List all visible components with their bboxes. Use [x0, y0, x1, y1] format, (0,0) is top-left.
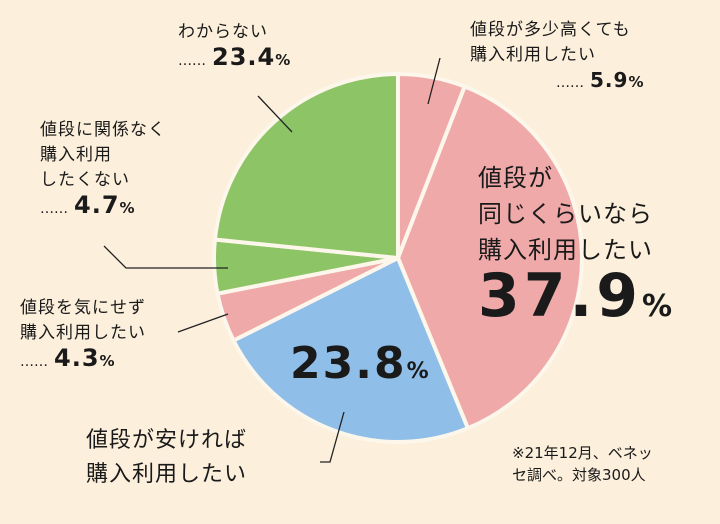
- value-s2: 23.8: [290, 338, 407, 389]
- label-s2-line1: 値段が安ければ: [86, 428, 248, 453]
- unit: %: [119, 199, 136, 217]
- leader-line-s0: [427, 57, 441, 105]
- value-s1: 37.9: [478, 261, 643, 331]
- label-s0: 値段が多少高くても 購入利用したい …… 5.9%: [470, 18, 644, 96]
- value-s3: 4.3: [54, 344, 100, 372]
- unit: %: [275, 51, 292, 69]
- leader-line-s4: [103, 245, 228, 269]
- label-s0-line1: 値段が多少高くても: [470, 20, 631, 40]
- pie-slice-5: [212, 72, 400, 260]
- value-s5: 23.4: [212, 43, 276, 71]
- unit: %: [642, 289, 674, 324]
- label-s4-line1: 値段に関係なく: [40, 120, 166, 140]
- unit: %: [628, 73, 645, 91]
- label-s5-text: わからない: [178, 22, 268, 42]
- unit: %: [99, 352, 116, 370]
- leader-line-s5: [257, 95, 293, 133]
- value-s4: 4.7: [74, 191, 120, 219]
- source-note: ※21年12月、ベネッ セ調べ。対象300人: [512, 442, 653, 486]
- value-s0: 5.9: [590, 68, 629, 92]
- leader-line-s2: [320, 411, 345, 463]
- note-line1: ※21年12月、ベネッ: [512, 444, 653, 462]
- label-s4-line2: 購入利用: [40, 145, 112, 165]
- note-line2: セ調べ。対象300人: [512, 466, 646, 484]
- label-s2: 値段が安ければ 購入利用したい: [86, 424, 247, 492]
- label-s3: 値段を気にせず 購入利用したい …… 4.3%: [20, 296, 146, 375]
- pie-slice-1: [396, 84, 584, 431]
- label-s0-line2: 購入利用したい: [470, 45, 596, 65]
- label-s3-line2: 購入利用したい: [20, 323, 146, 343]
- dots: ……: [20, 354, 48, 370]
- value-s2-block: 23.8%: [290, 338, 429, 389]
- label-s5: わからない …… 23.4%: [178, 20, 291, 74]
- label-s4-line3: したくない: [40, 170, 130, 190]
- label-s3-line1: 値段を気にせず: [20, 298, 146, 318]
- label-s1: 値段が 同じくらいなら 購入利用したい 37.9%: [478, 160, 673, 326]
- label-s4: 値段に関係なく 購入利用 したくない …… 4.7%: [40, 118, 166, 222]
- leader-line-s3: [177, 313, 229, 333]
- label-s1-line3: 購入利用したい: [478, 236, 653, 264]
- label-s1-line1: 値段が: [478, 164, 553, 192]
- unit: %: [406, 359, 429, 384]
- label-s2-line2: 購入利用したい: [86, 462, 248, 487]
- label-s1-line2: 同じくらいなら: [478, 200, 653, 228]
- pie-slice-2: [231, 256, 470, 444]
- dots: ……: [556, 75, 584, 91]
- dots: ……: [178, 53, 206, 69]
- dots: ……: [40, 201, 68, 217]
